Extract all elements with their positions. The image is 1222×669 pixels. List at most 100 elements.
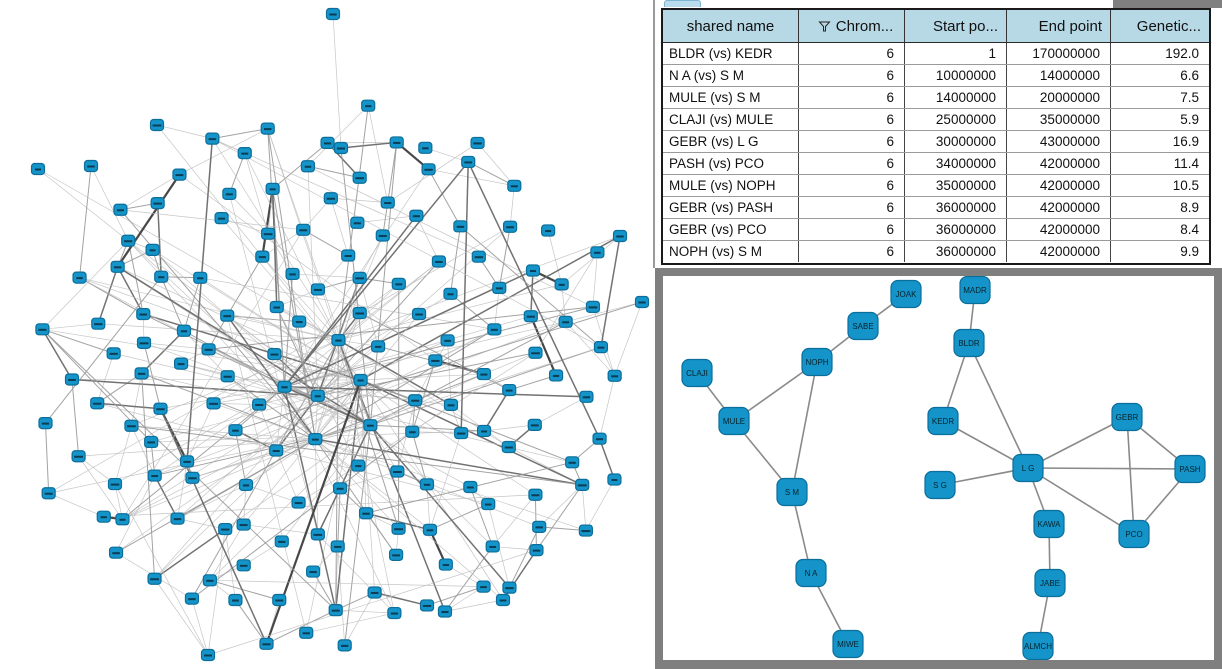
scrollbar-stub[interactable] (1113, 0, 1222, 8)
column-header-0[interactable]: shared name (663, 10, 799, 42)
network-edge[interactable] (152, 249, 361, 381)
network-edge[interactable] (298, 321, 319, 396)
network-edge[interactable] (337, 488, 341, 547)
table-cell[interactable]: 6 (799, 241, 905, 262)
network-edge[interactable] (44, 423, 50, 494)
network-edge[interactable] (120, 209, 304, 231)
table-row[interactable]: GEBR (vs) PASH 6 36000000 42000000 8.9 (663, 197, 1209, 219)
table-row[interactable]: N A (vs) S M 6 10000000 14000000 6.6 (663, 65, 1209, 87)
table-cell[interactable]: 8.9 (1180, 200, 1199, 215)
network-edge[interactable] (235, 599, 267, 645)
table-cell[interactable]: PASH (vs) PCO (663, 153, 799, 174)
table-cell[interactable]: 42000000 (1007, 241, 1111, 262)
network-edge[interactable] (598, 438, 616, 480)
network-edge[interactable] (42, 240, 129, 330)
table-cell[interactable]: 10.5 (1172, 178, 1199, 193)
network-edge[interactable] (315, 438, 399, 529)
table-cell[interactable]: 7.5 (1180, 90, 1199, 105)
network-edge[interactable] (357, 215, 417, 224)
network-edge[interactable] (159, 408, 268, 645)
network-edge[interactable] (226, 256, 263, 316)
network-edge[interactable] (449, 226, 461, 294)
network-edge[interactable] (360, 379, 573, 463)
network-edge[interactable] (483, 389, 510, 432)
network-edge[interactable] (156, 124, 213, 139)
network-edge[interactable] (344, 425, 371, 646)
network-edge[interactable] (186, 403, 214, 462)
network-edge[interactable] (143, 342, 209, 350)
network-edge[interactable] (365, 512, 431, 531)
network-edge[interactable] (360, 379, 413, 432)
network-edge[interactable] (117, 266, 371, 426)
network-edge[interactable] (245, 438, 316, 486)
network-edge[interactable] (307, 166, 319, 396)
network-edge[interactable] (191, 598, 209, 656)
network-edge[interactable] (314, 438, 397, 556)
network-edge[interactable] (243, 379, 361, 525)
network-edge[interactable] (314, 312, 361, 440)
network-edge[interactable] (332, 13, 342, 149)
network-node-claji[interactable] (681, 358, 713, 388)
network-edge[interactable] (483, 352, 536, 375)
network-edge[interactable] (314, 395, 319, 440)
network-edge[interactable] (154, 578, 209, 656)
network-edge[interactable] (227, 315, 339, 341)
network-edge[interactable] (307, 165, 360, 179)
network-edge[interactable] (271, 188, 278, 308)
network-edge[interactable] (226, 315, 307, 633)
network-edge[interactable] (477, 142, 515, 187)
network-edge[interactable] (337, 546, 346, 646)
network-edge[interactable] (143, 342, 371, 426)
network-edge[interactable] (1027, 416, 1128, 469)
network-edge[interactable] (209, 424, 371, 581)
network-edge[interactable] (281, 424, 371, 542)
table-cell[interactable]: 11.4 (1173, 156, 1199, 171)
network-edge[interactable] (314, 439, 319, 535)
network-edge[interactable] (48, 492, 104, 518)
network-edge[interactable] (207, 529, 226, 656)
network-edge[interactable] (116, 173, 181, 268)
table-cell[interactable]: 36000000 (905, 197, 1007, 218)
network-edge[interactable] (307, 105, 369, 167)
table-cell[interactable]: BLDR (vs) KEDR (663, 43, 799, 64)
network-edge[interactable] (508, 526, 540, 588)
network-edge[interactable] (498, 226, 511, 288)
network-edge[interactable] (447, 340, 452, 405)
network-edge[interactable] (307, 165, 594, 308)
network-edge[interactable] (183, 330, 285, 388)
network-edge[interactable] (71, 379, 80, 457)
network-edge[interactable] (259, 379, 361, 405)
network-edge[interactable] (131, 373, 142, 426)
network-edge[interactable] (228, 152, 246, 195)
table-cell[interactable]: MULE (vs) S M (663, 87, 799, 108)
network-node-bldr[interactable] (953, 328, 985, 358)
network-edge[interactable] (234, 430, 247, 486)
table-cell[interactable]: 36000000 (905, 241, 1007, 262)
table-row[interactable]: NOPH (vs) S M 6 36000000 42000000 9.9 (663, 241, 1209, 262)
table-cell[interactable]: 1 (905, 43, 1007, 64)
network-edge[interactable] (312, 571, 337, 611)
network-edge[interactable] (359, 235, 384, 279)
table-cell[interactable]: 10000000 (905, 65, 1007, 86)
network-edge[interactable] (192, 346, 602, 479)
network-edge[interactable] (115, 379, 361, 553)
network-edge[interactable] (428, 169, 461, 227)
network-edge[interactable] (561, 235, 621, 285)
network-node-joak[interactable] (890, 279, 922, 309)
network-edge[interactable] (493, 287, 500, 330)
network-edge[interactable] (41, 328, 73, 380)
network-edge[interactable] (306, 612, 395, 634)
network-edge[interactable] (370, 321, 566, 426)
network-node-mule[interactable] (718, 406, 750, 436)
network-node-l-g[interactable] (1012, 453, 1044, 483)
network-edge[interactable] (212, 138, 479, 258)
table-row[interactable]: GEBR (vs) PCO 6 36000000 42000000 8.4 (663, 219, 1209, 241)
table-cell[interactable]: 42000000 (1007, 175, 1111, 196)
network-node-kedr[interactable] (927, 406, 959, 436)
network-edge[interactable] (78, 456, 123, 520)
network-edge[interactable] (42, 328, 361, 381)
network-edge[interactable] (509, 374, 557, 391)
network-edge[interactable] (536, 484, 583, 551)
network-edge[interactable] (335, 340, 339, 611)
